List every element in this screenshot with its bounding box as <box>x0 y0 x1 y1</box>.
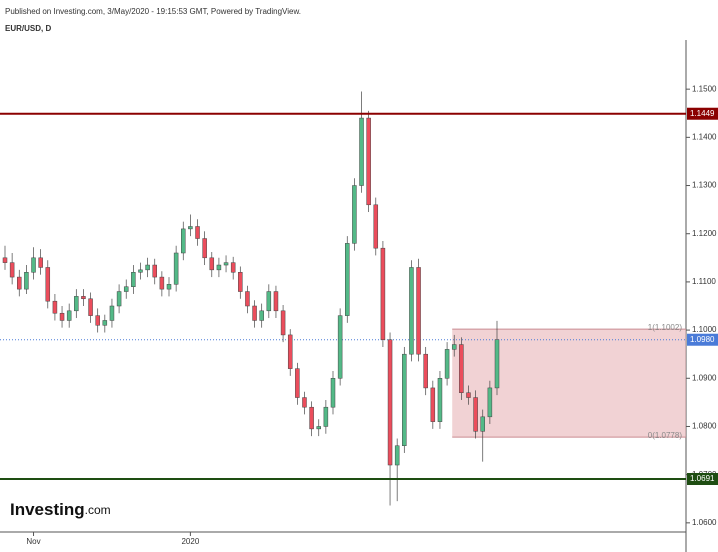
logo: Investing.com <box>10 500 111 519</box>
candle-body <box>173 252 179 285</box>
candle-body <box>409 267 414 355</box>
candle-body <box>181 228 186 254</box>
candle-body <box>145 264 150 271</box>
candle-body <box>280 310 286 336</box>
last-price-label: 1.0980 <box>690 335 715 344</box>
candle-body <box>373 204 379 249</box>
candle-body <box>123 286 129 292</box>
candle-body <box>9 262 15 278</box>
candle-body <box>131 272 136 287</box>
x-tick-label: 2020 <box>181 537 199 546</box>
candle-body <box>95 315 100 326</box>
candle-body <box>138 269 143 273</box>
candle-body <box>352 185 357 244</box>
y-tick-label: 1.0600 <box>692 518 717 527</box>
candle-body <box>295 368 300 398</box>
candle-body <box>430 387 436 422</box>
candle-body <box>159 276 165 290</box>
candle-body <box>494 339 500 389</box>
candle-body <box>444 349 450 379</box>
candle-body <box>230 262 236 273</box>
candle-body <box>202 238 207 259</box>
candle-body <box>59 312 65 321</box>
candle-body <box>337 315 343 379</box>
candle-body <box>31 257 36 273</box>
candle-body <box>437 378 443 422</box>
candle-body <box>216 264 222 271</box>
candle-body <box>266 291 272 312</box>
fib-zone <box>452 329 686 438</box>
candle-body <box>152 264 157 278</box>
price-badge <box>687 107 718 120</box>
candle-body <box>473 397 478 432</box>
candle-body <box>451 344 457 350</box>
candle-body <box>2 257 8 263</box>
candle-body <box>423 353 428 389</box>
price-badge-label: 1.1449 <box>690 109 715 118</box>
candle-body <box>238 272 243 292</box>
candle-body <box>416 267 421 355</box>
candle-body <box>402 353 407 446</box>
candle-body <box>166 284 172 290</box>
candle-body <box>109 305 115 321</box>
candle-body <box>81 296 86 300</box>
candle-body <box>259 310 264 321</box>
logo-suffix: .com <box>85 503 111 517</box>
price-badge <box>687 472 718 485</box>
candle-body <box>52 300 58 314</box>
logo-name: Investing <box>10 500 85 519</box>
y-tick-label: 1.0900 <box>692 373 717 382</box>
candle-body <box>480 416 485 432</box>
published-note: Published on Investing.com, 3/May/2020 -… <box>5 7 301 16</box>
candle-body <box>366 117 371 206</box>
candle-body <box>17 276 22 290</box>
fib-label: 1(1.1002) <box>648 323 683 332</box>
candle-body <box>45 267 51 302</box>
y-tick-label: 1.1500 <box>692 84 717 93</box>
candle-body <box>245 291 250 307</box>
candle-body <box>102 320 108 326</box>
fib-label: 0(1.0778) <box>648 431 683 440</box>
last-price-badge <box>687 333 718 346</box>
price-badge-label: 1.0691 <box>690 474 715 483</box>
candle-body <box>387 339 393 466</box>
y-tick-label: 1.0800 <box>692 422 717 431</box>
candle-body <box>38 257 43 268</box>
y-tick-label: 1.1100 <box>692 277 716 286</box>
candle-body <box>316 426 321 430</box>
x-tick-label: Nov <box>26 537 40 546</box>
candle-body <box>487 387 493 418</box>
candle-body <box>66 310 72 321</box>
y-tick-label: 1.1200 <box>692 229 717 238</box>
candle-body <box>345 243 350 316</box>
candle-body <box>466 392 471 398</box>
y-tick-label: 1.1000 <box>692 325 717 334</box>
candle-body <box>116 291 122 307</box>
candle-body <box>88 298 93 316</box>
candle-body <box>188 226 193 230</box>
candle-body <box>252 305 257 321</box>
candle-body <box>323 406 329 427</box>
y-tick-label: 1.1400 <box>692 132 717 141</box>
y-tick-label: 1.1300 <box>692 181 717 190</box>
candle-body <box>195 226 200 239</box>
candle-body <box>24 272 29 290</box>
candle-body <box>309 406 314 430</box>
candle-body <box>394 445 400 466</box>
candle-body <box>359 117 364 186</box>
candle-body <box>459 344 464 393</box>
candle-body <box>380 247 386 340</box>
candle-body <box>287 334 293 369</box>
candle-body <box>209 257 215 271</box>
candle-body <box>74 296 79 312</box>
candle-body <box>223 262 229 266</box>
symbol-label: EUR/USD, D <box>5 24 51 33</box>
candle-body <box>330 378 336 408</box>
candle-body <box>273 291 279 312</box>
candle-body <box>302 397 307 408</box>
